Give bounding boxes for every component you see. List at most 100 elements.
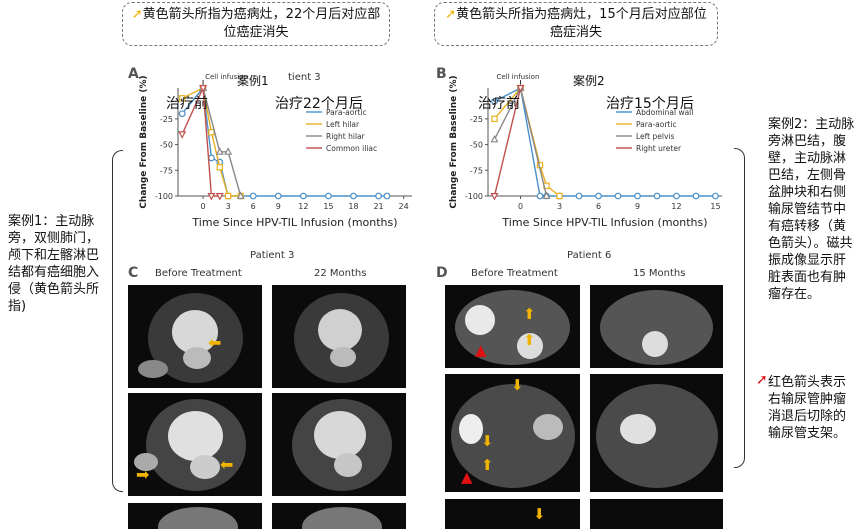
phase-before-a: 治疗前 [166,96,208,112]
ct-c-after-2 [272,393,406,496]
data-point [653,192,661,200]
chart-a: Cell infusion 0 3 6 9 12 15 18 21 24 -100 -75 -50 -25… [139,73,412,229]
ct-c-after-3 [272,503,406,529]
x-tick-label: 18 [348,202,358,211]
red-arrow-icon: ➚ [756,372,768,388]
data-point [490,134,499,143]
patient-label-d: Patient 6 [567,250,612,261]
x-tick-label: 15 [323,202,333,211]
red-arrow-icon: ▲ [461,468,473,486]
data-point [215,147,224,155]
legend-entry: Right ureter [636,144,682,153]
y-tick-label: -25 [470,115,483,124]
left-brace [112,150,123,492]
phase-before-b: 治疗前 [478,96,520,112]
data-point [178,95,186,102]
yellow-arrow-icon: ⬇ [533,505,546,523]
ct-c-before-2: ➡ ⬅ [128,393,262,496]
side-note-left: 案例1：主动脉旁，双侧肺门，颅下和左髂淋巴结都有癌细胞入侵（黄色箭头所指) [8,214,100,314]
x-tick-label: 21 [373,202,383,211]
ct-d-after-1 [590,285,723,368]
data-point [236,191,245,199]
data-point [712,192,719,200]
yellow-arrow-icon: ➡ [136,465,150,484]
callout-left: ➚黄色箭头所指为癌病灶，22个月后对应部位癌症消失 [122,2,390,46]
data-point [595,192,602,200]
chart-title-a: tient 3 [288,72,321,83]
legend-entry: Para-aortic [636,120,677,129]
ct-d-before-2: ⬇ ⬇ ⬆ ▲ [445,374,580,492]
x-axis-label: Time Since HPV-TIL Infusion (months) [501,216,707,229]
yellow-arrow-icon: ⬅ [220,455,234,474]
data-point [375,192,382,200]
data-point [491,115,498,123]
data-point [634,192,641,200]
panel-letter-a: A [128,66,139,82]
data-point [575,192,583,200]
data-point [224,192,232,200]
data-point [350,192,357,200]
ct-d-before-3: ⬇ [445,499,580,529]
data-point [215,193,224,201]
x-tick-label: 3 [557,202,562,211]
caption-after-c: 22 Months [314,268,367,279]
y-tick-label: -50 [160,141,173,150]
yellow-arrow-icon: ⬇ [481,432,494,450]
x-axis-label: Time Since HPV-TIL Infusion (months) [191,216,397,229]
data-point [208,129,215,136]
data-point [208,154,215,162]
case-label-b: 案例2 [573,74,605,88]
x-tick-label: 9 [276,202,281,211]
data-point [692,192,700,200]
data-point [516,85,525,93]
y-tick-label: -75 [160,166,173,175]
side-note-right-bottom: 红色箭头表示右输尿管肿瘤消退后切除的输尿管支架。 [768,375,847,441]
data-point [383,192,391,200]
ct-c-before-1: ⬅ [128,285,262,388]
y-tick-label: -50 [470,141,483,150]
panel-letter-c: C [128,265,139,281]
data-point [556,192,563,200]
x-tick-label: 6 [251,202,256,211]
case-label-a: 案例1 [237,74,269,88]
data-point [249,192,257,200]
data-point [491,97,498,105]
data-point [178,131,187,139]
y-tick-label: -100 [155,192,173,201]
panel-letter-d: D [436,265,448,281]
data-point [490,193,499,201]
y-tick-label: -25 [160,115,173,124]
data-point [274,192,282,200]
legend-entry: Common iliac [326,144,377,153]
panel-letter-b: B [436,66,447,82]
x-tick-label: 0 [518,202,523,211]
series-line-3 [181,87,220,197]
x-tick-label: 12 [671,202,681,211]
y-tick-label: -100 [465,192,483,201]
infusion-label: Cell infusion [205,73,248,81]
x-tick-label: 24 [399,202,409,211]
data-point [542,191,551,199]
data-point [216,163,223,171]
data-point [299,192,307,200]
ct-d-after-2 [590,374,723,492]
phase-after-a: 治疗22个月后 [275,96,363,112]
x-tick-label: 0 [201,202,206,211]
data-point [673,192,680,200]
ct-d-after-3 [590,499,723,529]
data-point [614,192,622,200]
series-line-2 [202,87,242,197]
data-point [224,147,233,155]
legend-entry: Left hilar [326,120,360,129]
legend-entry: Abdominal wall [636,108,693,117]
y-tick-label: -75 [470,166,483,175]
data-point [536,192,544,200]
x-tick-label: 9 [635,202,640,211]
x-tick-label: 12 [298,202,308,211]
yellow-arrow-icon: ⬆ [481,456,494,474]
data-point [207,193,216,201]
legend-entry: Right hilar [326,132,366,141]
chart-b: Cell infusion 0 3 6 9 12 15 -100 -75 -50 -25 Time S… [449,73,722,229]
series-line-3 [493,87,522,197]
data-point [199,85,208,93]
